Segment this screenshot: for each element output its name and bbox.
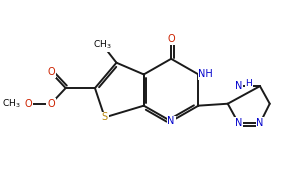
Text: O: O [47,99,55,109]
Text: N: N [235,81,242,91]
Text: CH$_3$: CH$_3$ [2,98,21,110]
Text: N: N [256,118,264,128]
Text: O: O [47,68,55,77]
Text: S: S [102,112,108,122]
Text: N: N [235,118,242,128]
Text: O: O [25,99,32,109]
Text: NH: NH [199,69,213,79]
Text: H: H [245,79,252,88]
Text: CH$_3$: CH$_3$ [94,39,112,51]
Text: O: O [167,34,175,44]
Text: N: N [167,116,175,126]
